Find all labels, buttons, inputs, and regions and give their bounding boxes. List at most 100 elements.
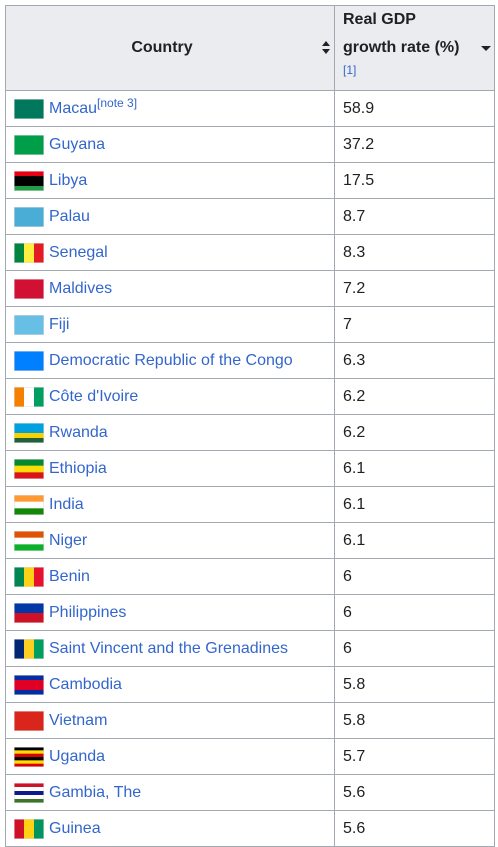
table-row: Guyana 37.2 [5,126,495,163]
country-cell: Benin [5,558,335,595]
table-row: Guinea 5.6 [5,810,495,847]
flag-stripe [14,437,44,443]
value-cell: 6 [334,594,495,631]
flag-stripe [14,710,44,731]
table-row: Cambodia 5.8 [5,666,495,703]
flag-stripe [24,638,35,659]
flag-border [14,98,44,119]
country-link[interactable]: Democratic Republic of the Congo [49,351,293,369]
flag-stripe [14,602,44,613]
flag-stripe [14,679,44,685]
flag-border [14,746,44,767]
table-row: Senegal 8.3 [5,234,495,271]
flag-icon [14,674,44,695]
flag-stripe [14,638,25,659]
flag-border [14,566,44,587]
flag-icon [14,386,44,407]
flag-stripe [34,242,44,263]
table-row: Macau[note 3] 58.9 [5,90,495,127]
country-cell: Vietnam [5,702,335,739]
value-cell: 5.6 [334,774,495,811]
country-cell: Maldives [5,270,335,307]
flag-stripe [34,386,44,407]
flag-icon [14,638,44,659]
value-cell: 6 [334,630,495,667]
flag-stripe [14,471,44,479]
country-cell: Côte d'Ivoire [5,378,335,415]
header-cell[interactable]: Country [5,5,335,91]
flag-stripe [14,530,44,538]
header-cell[interactable]: Real GDP growth rate (%) [1] [334,5,495,91]
flag-icon [14,494,44,515]
country-link[interactable]: Uganda [49,747,106,765]
country-link[interactable]: Macau [49,99,98,117]
flag-icon [14,206,44,227]
note-link[interactable]: [note 3] [97,95,138,110]
country-link[interactable]: Côte d'Ivoire [49,387,139,405]
country-cell: Fiji [5,306,335,343]
country-link[interactable]: Ethiopia [49,459,107,477]
flag-stripe [14,746,44,751]
flag-stripe [14,206,44,227]
flag-border [14,494,44,515]
flag-border [14,422,44,443]
reference-link[interactable]: [1] [343,63,357,77]
value-cell: 7.2 [334,270,495,307]
flag-icon [14,566,44,587]
flag-stripe [14,674,44,680]
country-link[interactable]: Saint Vincent and the Grenadines [49,639,288,657]
country-link[interactable]: Niger [49,531,88,549]
table-row: Uganda 5.7 [5,738,495,775]
value-cell: 5.8 [334,666,495,703]
value-cell: 5.7 [334,738,495,775]
flag-stripe [14,749,44,754]
flag-icon [14,458,44,479]
flag-icon [14,278,44,299]
flag-stripe [14,386,25,407]
country-link[interactable]: India [49,495,84,513]
country-link[interactable]: Libya [49,171,88,189]
table-row: Saint Vincent and the Grenadines 6 [5,630,495,667]
flag-icon [14,422,44,443]
country-cell: Guinea [5,810,335,847]
country-link[interactable]: Rwanda [49,423,108,441]
flag-stripe [14,566,25,587]
country-cell: Cambodia [5,666,335,703]
country-cell: Rwanda [5,414,335,451]
country-link[interactable]: Philippines [49,603,127,621]
country-link[interactable]: Maldives [49,279,113,297]
flag-stripe [14,314,44,335]
value-cell: 6.2 [334,414,495,451]
table-row: Côte d'Ivoire 6.2 [5,378,495,415]
flag-stripe [14,501,44,509]
value-cell: 8.7 [334,198,495,235]
flag-stripe [14,98,44,119]
flag-stripe [14,782,44,787]
value-cell: 8.3 [334,234,495,271]
flag-border [14,710,44,731]
flag-stripe [14,134,44,155]
flag-border [14,170,44,191]
country-link[interactable]: Senegal [49,243,108,261]
flag-border [14,674,44,695]
table-row: Palau 8.7 [5,198,495,235]
table-row: Philippines 6 [5,594,495,631]
country-link[interactable]: Fiji [49,315,70,333]
country-link[interactable]: Gambia, The [49,783,142,801]
header-text: Real GDP growth rate (%) [343,11,460,56]
table-row: Gambia, The 5.6 [5,774,495,811]
flag-border [14,602,44,623]
country-link[interactable]: Cambodia [49,675,122,693]
flag-border [14,386,44,407]
country-link[interactable]: Benin [49,567,90,585]
value-cell: 7 [334,306,495,343]
flag-icon [14,602,44,623]
country-link[interactable]: Palau [49,207,90,225]
country-link[interactable]: Guyana [49,135,106,153]
country-link[interactable]: Guinea [49,819,101,837]
flag-stripe [14,278,44,299]
country-link[interactable]: Vietnam [49,711,108,729]
value-cell: 17.5 [334,162,495,199]
flag-stripe [14,537,44,545]
flag-icon [14,530,44,551]
